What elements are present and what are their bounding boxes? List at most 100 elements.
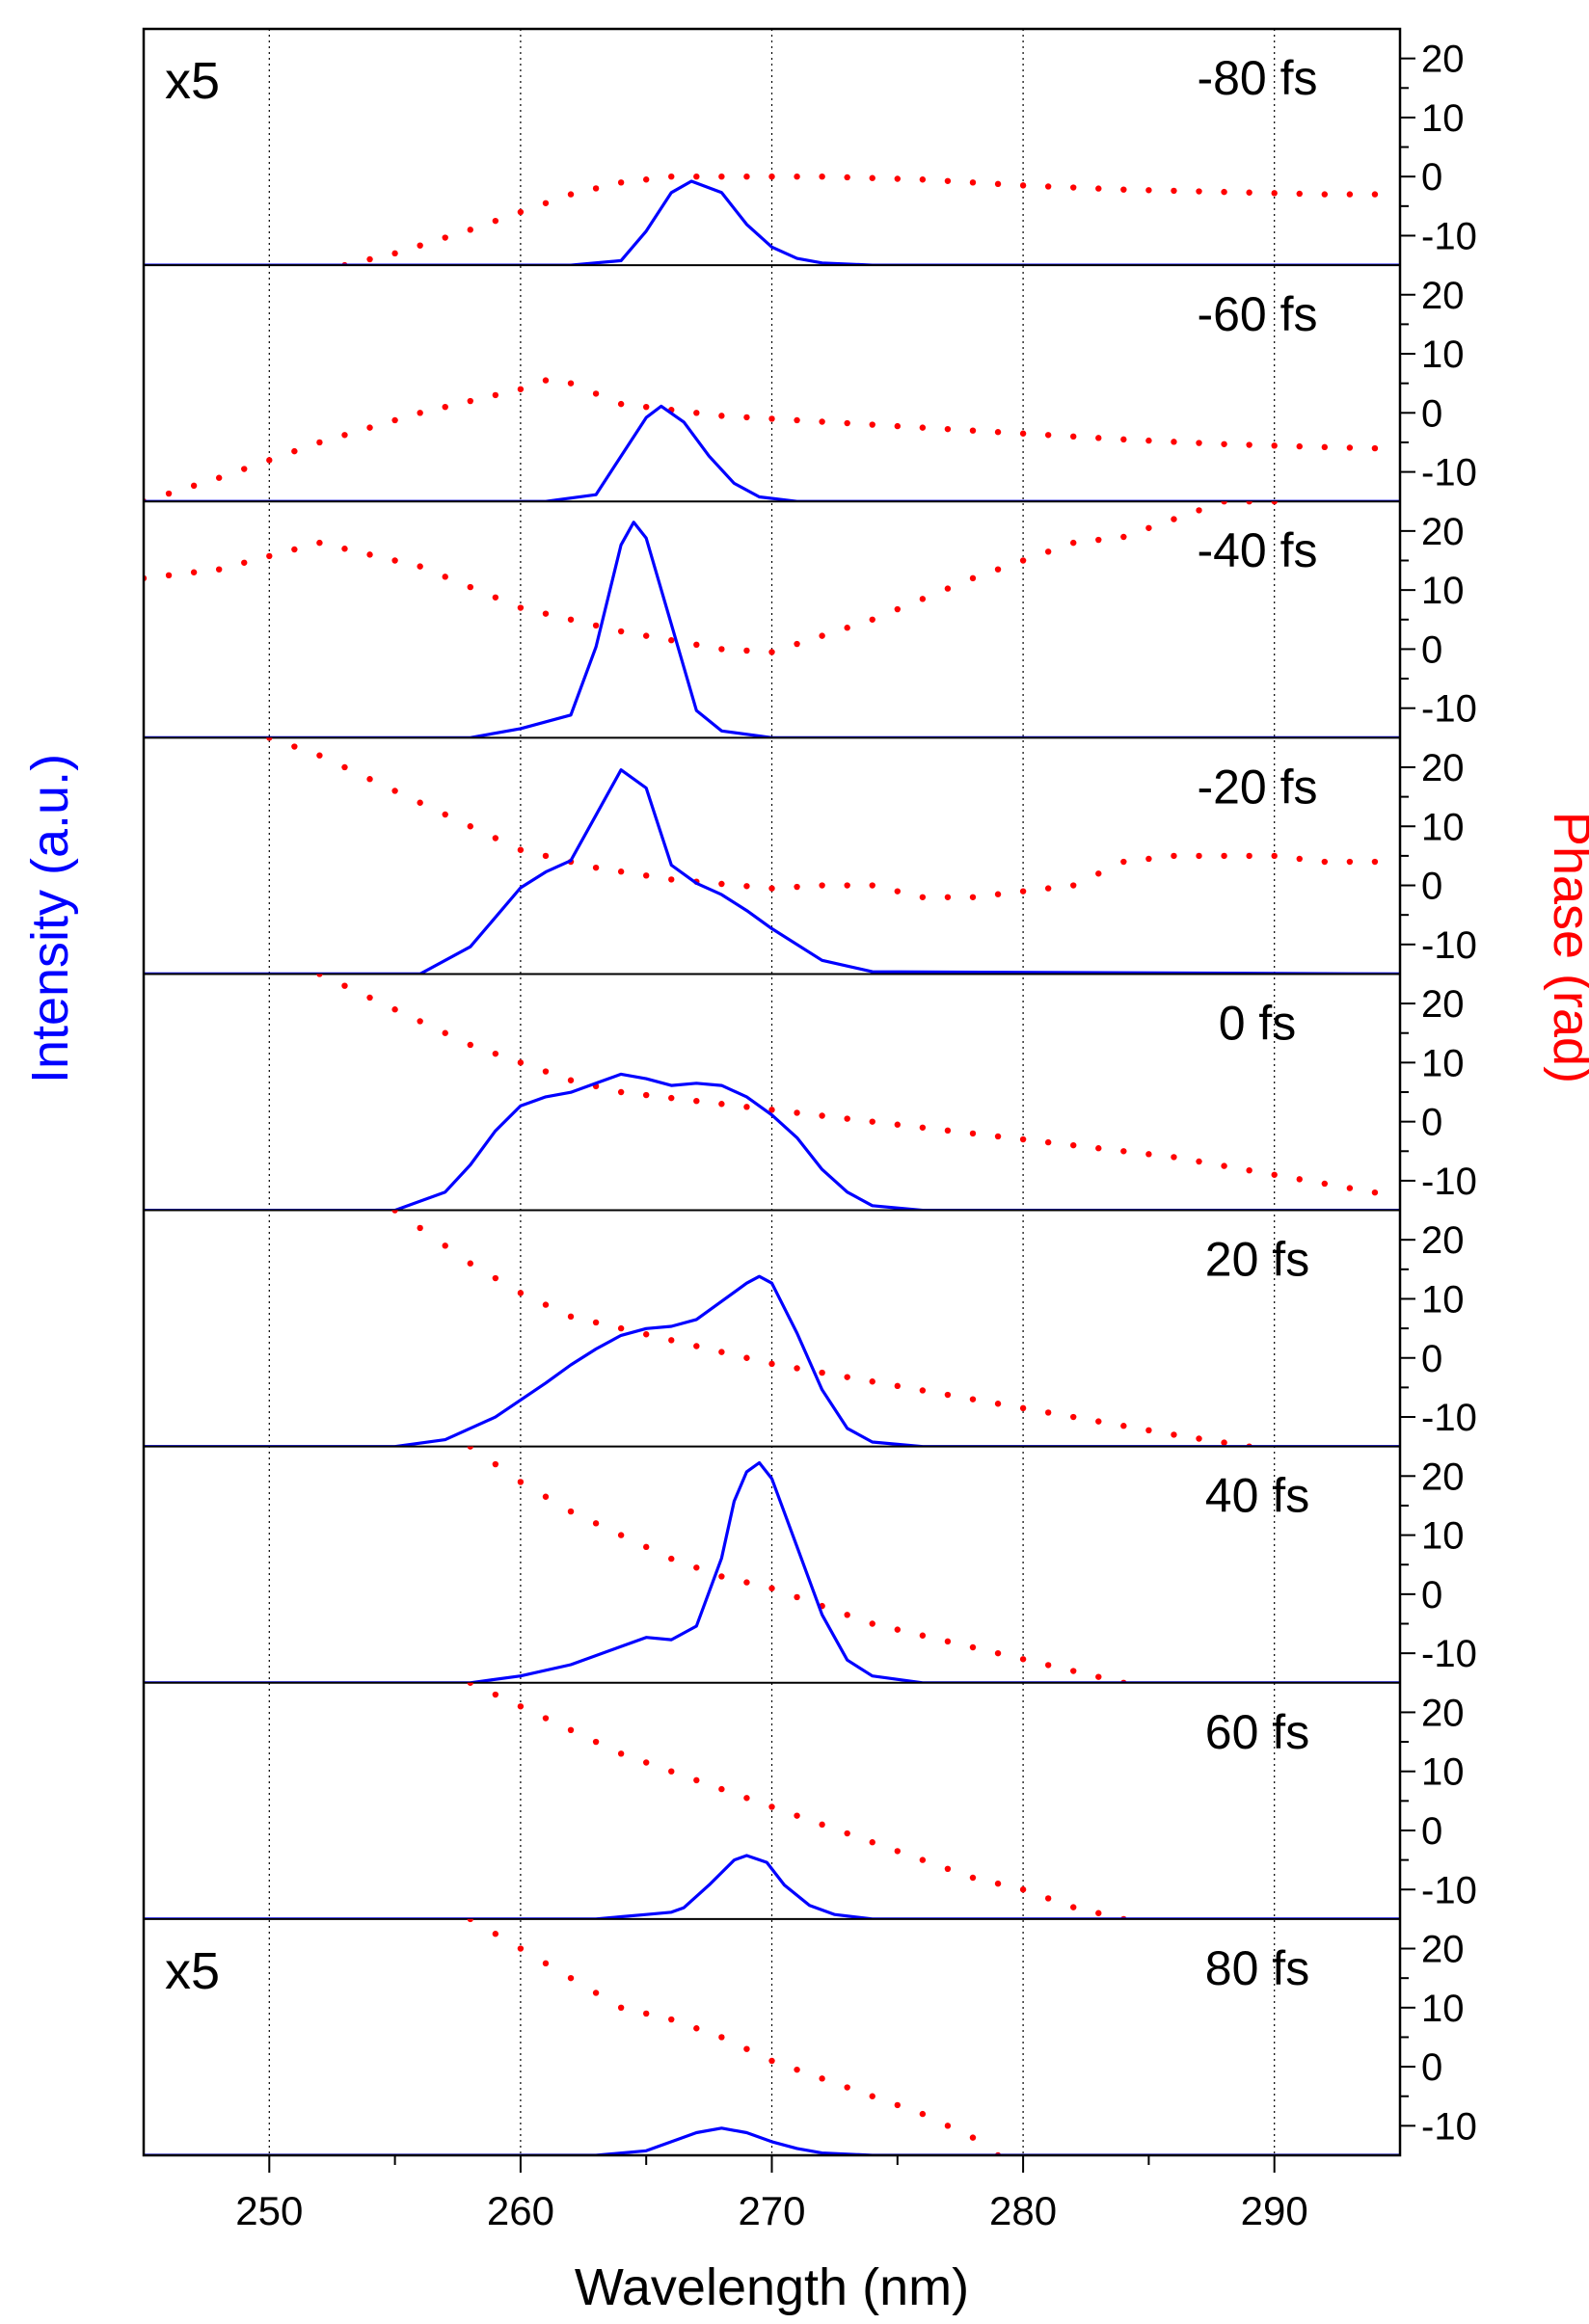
phase-point xyxy=(1120,858,1127,866)
phase-point xyxy=(366,255,373,263)
phase-point xyxy=(542,1715,550,1722)
phase-point xyxy=(668,1555,675,1563)
phase-point xyxy=(869,1118,875,1125)
phase-point xyxy=(693,173,700,180)
phase-tick-label: 10 xyxy=(1421,570,1465,612)
phase-point xyxy=(291,447,298,455)
phase-point xyxy=(1346,191,1354,198)
phase-point xyxy=(994,1133,1002,1140)
phase-point xyxy=(994,1401,1002,1407)
phase-point xyxy=(542,852,550,860)
phase-point xyxy=(944,1865,952,1873)
phase-point xyxy=(291,743,298,750)
phase-tick-label: 0 xyxy=(1421,392,1442,435)
phase-tick-label: 20 xyxy=(1421,1929,1465,1971)
phase-point xyxy=(467,823,473,830)
phase-point xyxy=(1371,858,1379,866)
phase-point xyxy=(492,1274,499,1282)
phase-point xyxy=(1070,433,1077,441)
phase-point xyxy=(1221,188,1227,196)
phase-point xyxy=(567,1726,575,1734)
phase-point xyxy=(994,429,1002,436)
phase-point xyxy=(794,1365,800,1372)
phase-point xyxy=(1019,888,1027,895)
phase-point xyxy=(969,1874,977,1882)
phase-point xyxy=(969,1643,977,1651)
phase-point xyxy=(1120,1148,1127,1155)
phase-point xyxy=(1070,184,1077,191)
phase-tick-label: 10 xyxy=(1421,1751,1465,1794)
intensity-line xyxy=(144,521,1400,738)
phase-point xyxy=(1070,1668,1077,1674)
phase-point xyxy=(1296,855,1303,863)
phase-point xyxy=(844,2084,850,2091)
phase-point xyxy=(1321,443,1329,451)
phase-point xyxy=(819,173,825,180)
phase-point xyxy=(693,1343,700,1349)
phase-point xyxy=(743,883,750,890)
phase-point xyxy=(517,1703,525,1710)
phase-point xyxy=(1346,444,1354,451)
phase-point xyxy=(1171,439,1177,445)
phase-point xyxy=(417,799,423,806)
phase-point xyxy=(969,1396,977,1402)
phase-point xyxy=(1044,1409,1052,1416)
phase-point xyxy=(1196,852,1202,860)
phase-point xyxy=(819,418,825,425)
phase-point xyxy=(366,424,373,431)
phase-point xyxy=(542,200,550,206)
phase-point xyxy=(768,649,775,655)
phase-point xyxy=(994,180,1002,188)
phase-point xyxy=(1171,187,1177,195)
phase-point xyxy=(617,868,625,875)
phase-point xyxy=(1221,1162,1227,1169)
phase-point xyxy=(341,763,348,771)
delay-label: 40 fs xyxy=(1205,1469,1309,1523)
phase-point xyxy=(417,1224,423,1232)
phase-point xyxy=(718,2034,725,2041)
phase-point xyxy=(1044,548,1052,555)
phase-point xyxy=(1171,516,1177,522)
phase-point xyxy=(1095,1910,1102,1916)
phase-point xyxy=(492,594,499,601)
phase-point xyxy=(869,2093,875,2099)
phase-point xyxy=(768,173,775,180)
phase-point xyxy=(1070,539,1077,547)
phase-point xyxy=(919,1387,927,1394)
phase-point xyxy=(693,1776,700,1784)
phase-tick-label: 10 xyxy=(1421,1042,1465,1084)
phase-tick-label: 20 xyxy=(1421,747,1465,789)
phase-point xyxy=(894,175,901,182)
phase-point xyxy=(1296,1176,1303,1183)
x-axis-label: Wavelength (nm) xyxy=(575,2258,969,2316)
phase-point xyxy=(165,572,173,579)
phase-point xyxy=(316,539,323,547)
phase-point xyxy=(1246,852,1252,860)
phase-tick-label: -10 xyxy=(1421,1869,1477,1911)
phase-tick-label: 0 xyxy=(1421,1338,1442,1380)
phase-point xyxy=(919,176,927,183)
phase-point xyxy=(492,835,499,841)
phase-point xyxy=(794,1109,800,1116)
phase-point xyxy=(517,1479,525,1485)
intensity-line xyxy=(144,768,1400,975)
phase-tick-label: 10 xyxy=(1421,1515,1465,1558)
phase-tick-label: -10 xyxy=(1421,452,1477,494)
phase-tick-label: 10 xyxy=(1421,1278,1465,1321)
phase-point xyxy=(919,424,927,431)
phase-point xyxy=(969,2134,977,2141)
phase-point xyxy=(366,551,373,558)
phase-point xyxy=(944,425,952,433)
phase-point xyxy=(592,1520,600,1527)
phase-point xyxy=(894,422,901,430)
x-tick-label: 270 xyxy=(738,2188,805,2233)
phase-point xyxy=(969,427,977,434)
phase-tick-label: 0 xyxy=(1421,1574,1442,1616)
phase-point xyxy=(844,882,850,889)
phase-tick-label: 10 xyxy=(1421,334,1465,376)
phase-point xyxy=(1346,1185,1354,1191)
phase-point xyxy=(643,1759,650,1766)
phase-point xyxy=(768,2057,775,2065)
